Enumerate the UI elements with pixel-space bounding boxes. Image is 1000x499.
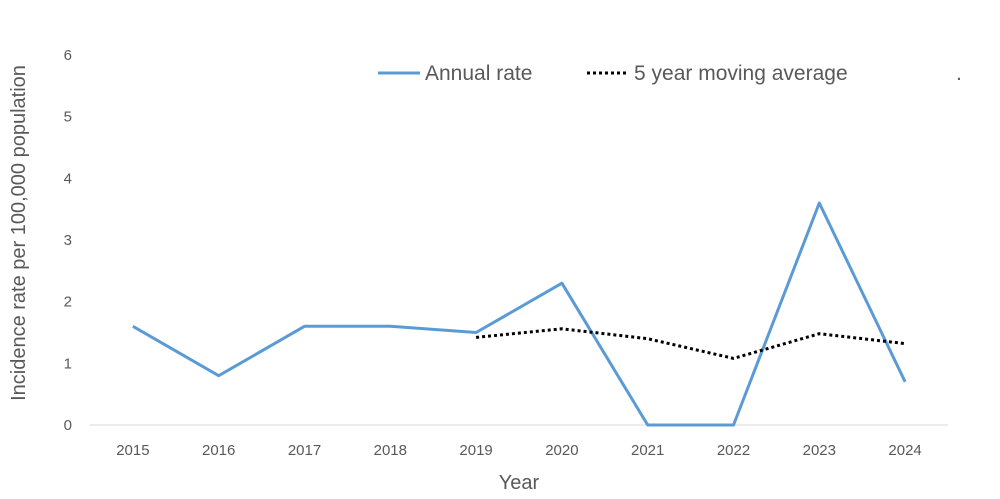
y-tick-label: 4 — [64, 170, 72, 187]
legend-label-moving-average: 5 year moving average — [634, 62, 848, 85]
y-axis-ticks: 0 1 2 3 4 5 6 — [64, 47, 72, 434]
x-axis-title: Year — [499, 472, 540, 494]
y-tick-label: 2 — [64, 294, 72, 311]
y-tick-label: 6 — [64, 47, 72, 64]
x-tick-label: 2017 — [288, 442, 321, 459]
y-tick-label: 3 — [64, 232, 72, 249]
legend-label-annual-rate: Annual rate — [425, 62, 532, 85]
x-tick-label: 2024 — [888, 442, 921, 459]
y-tick-label: 1 — [64, 355, 72, 372]
x-tick-label: 2015 — [116, 442, 149, 459]
x-tick-label: 2020 — [545, 442, 578, 459]
y-tick-label: 0 — [64, 417, 72, 434]
y-axis-title: Incidence rate per 100,000 population — [8, 65, 30, 401]
x-tick-label: 2018 — [374, 442, 407, 459]
legend: Annual rate 5 year moving average . — [378, 62, 962, 85]
x-tick-label: 2021 — [631, 442, 664, 459]
x-tick-label: 2016 — [202, 442, 235, 459]
series-layer — [132, 201, 907, 427]
x-tick-label: 2022 — [717, 442, 750, 459]
legend-dot: . — [956, 62, 962, 85]
series-line-annual-rate — [132, 201, 907, 427]
x-axis-ticks: 2015 2016 2017 2018 2019 2020 2021 2022 2023 2024 — [116, 442, 922, 459]
series-line-moving-average — [475, 327, 906, 360]
x-tick-label: 2019 — [459, 442, 492, 459]
x-tick-label: 2023 — [803, 442, 836, 459]
y-tick-label: 5 — [64, 109, 72, 126]
